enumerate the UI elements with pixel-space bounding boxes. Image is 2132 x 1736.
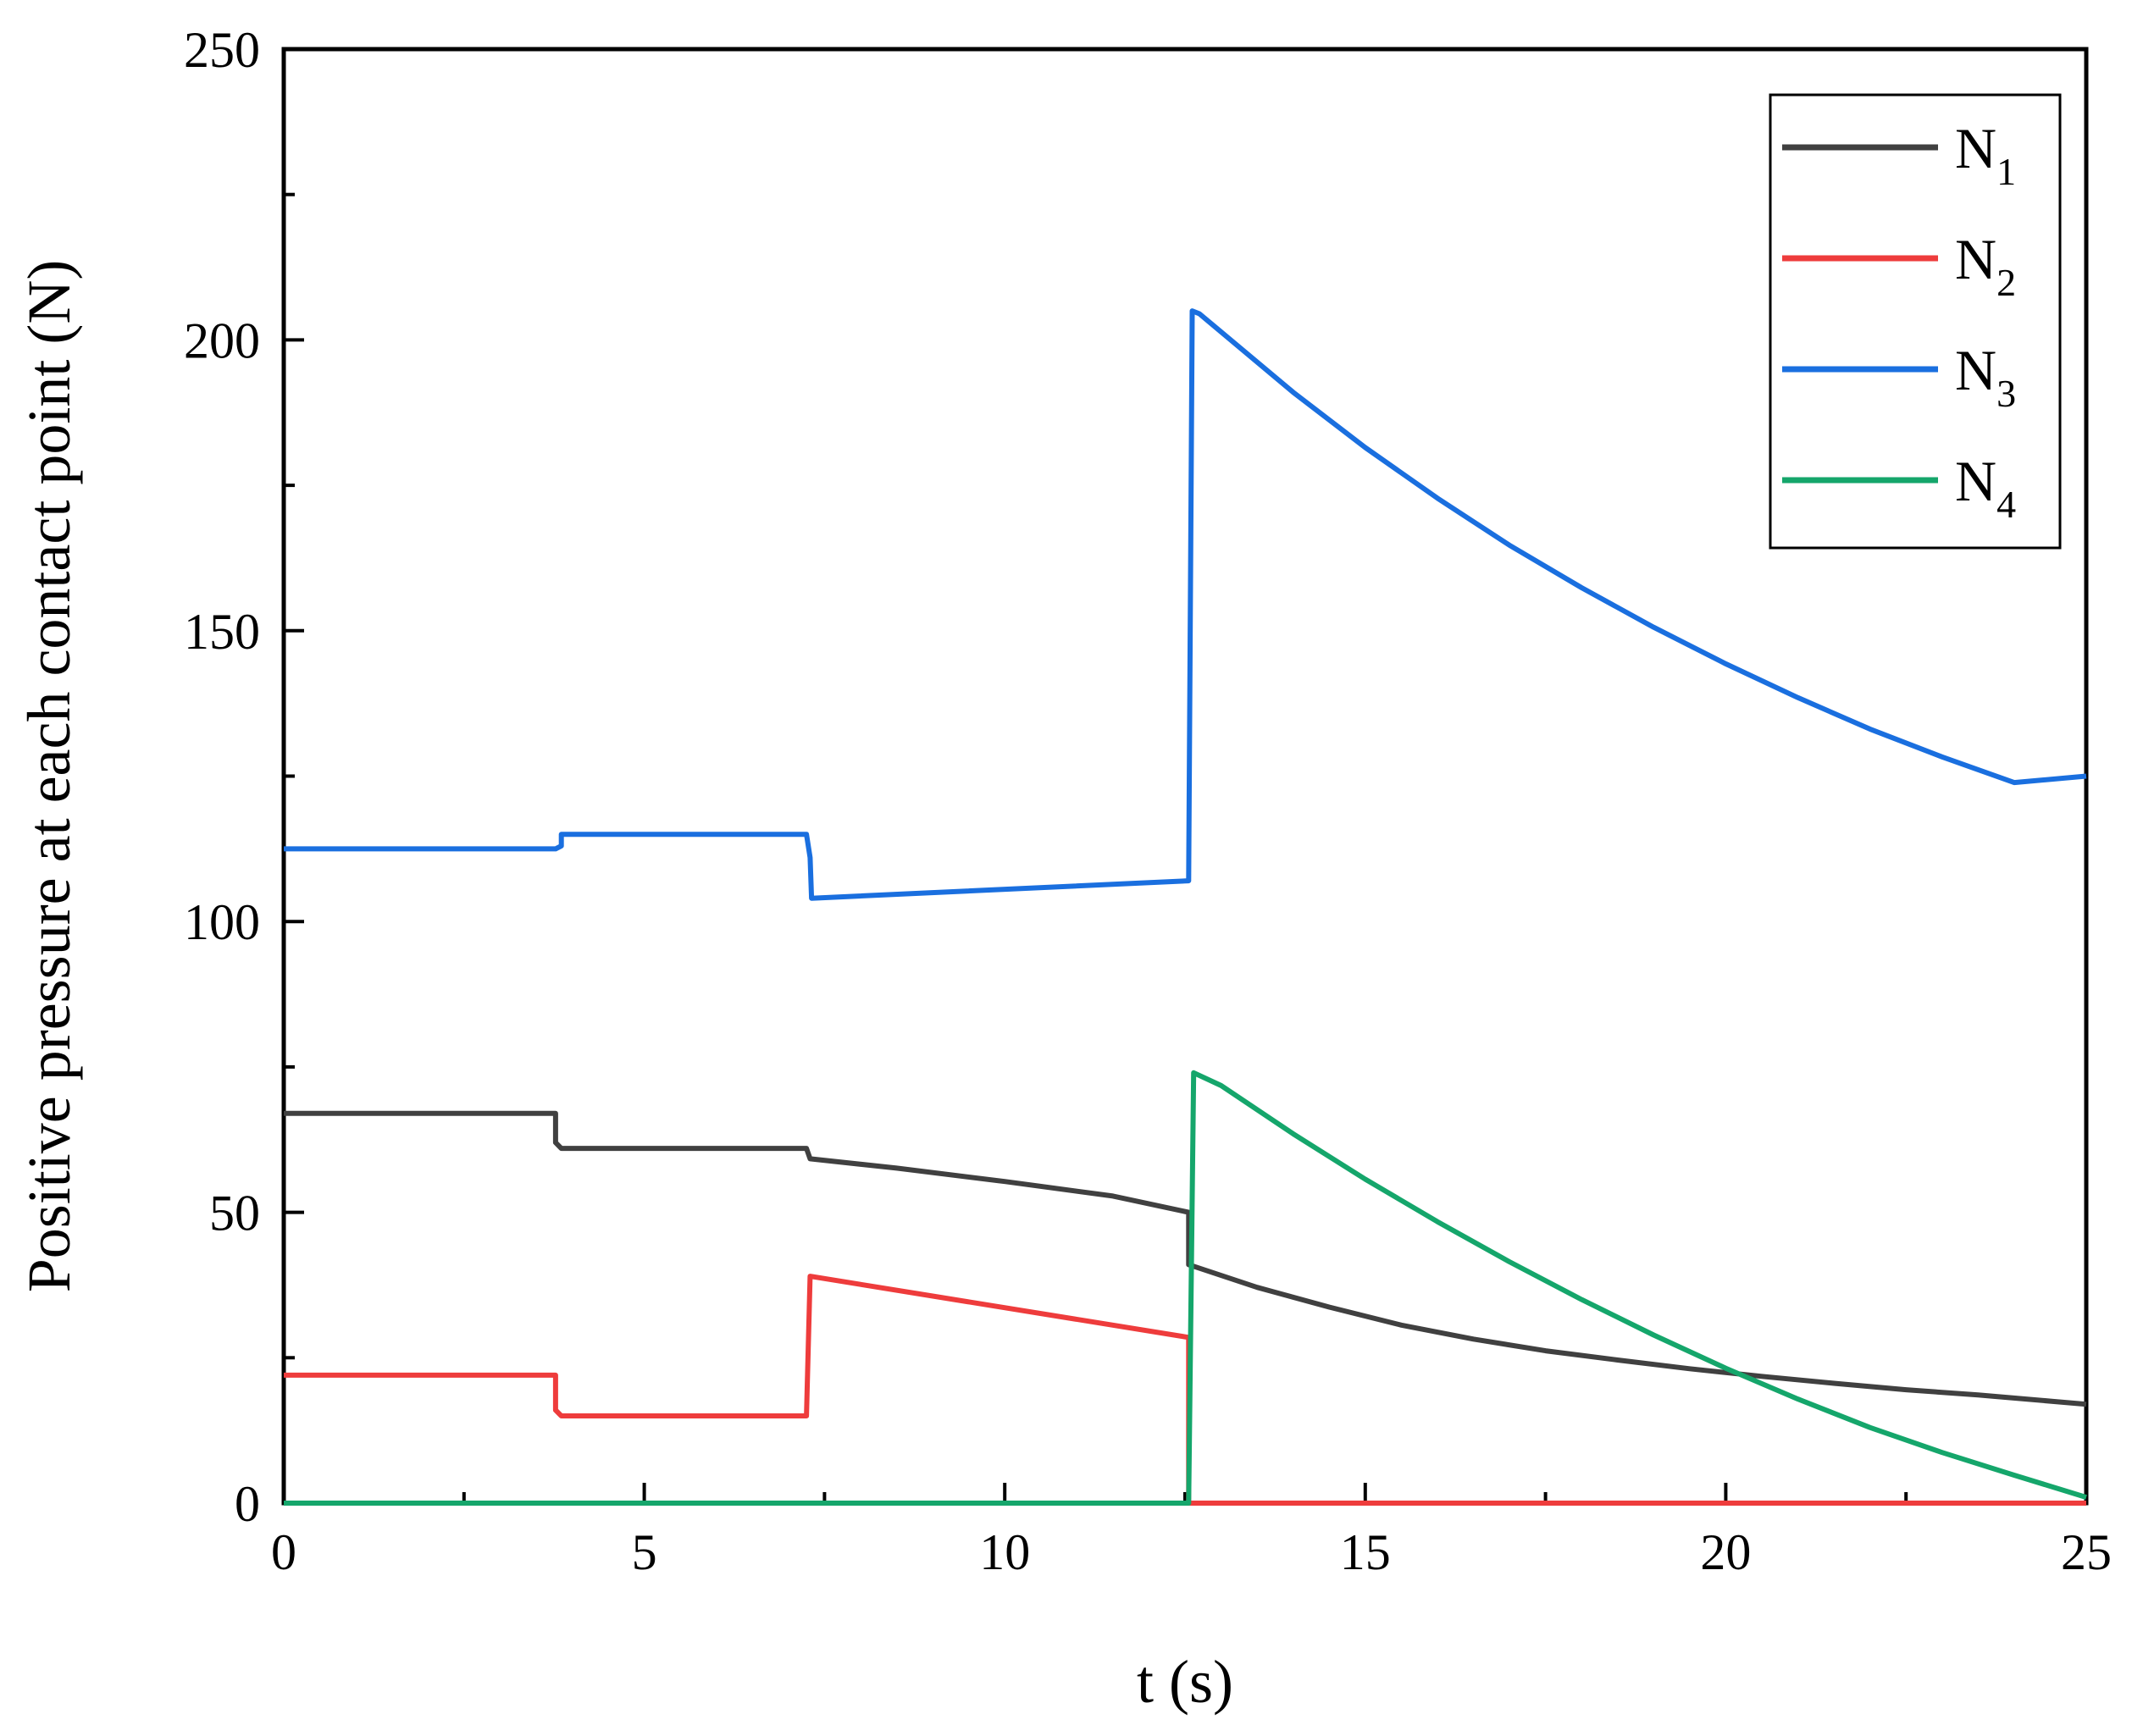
x-axis-title: t (s)	[1137, 1648, 1233, 1716]
y-tick-label: 0	[235, 1476, 260, 1532]
legend-box	[1769, 93, 2062, 550]
y-tick-label: 250	[184, 22, 260, 78]
x-tick-label: 10	[979, 1524, 1030, 1580]
x-tick-label: 0	[271, 1524, 296, 1580]
series-line-n1	[284, 1110, 2087, 1407]
x-tick-label: 20	[1700, 1524, 1751, 1580]
legend-label-n1: N1	[1955, 116, 2016, 193]
x-tick-label: 25	[2061, 1524, 2112, 1580]
y-tick-label: 50	[209, 1186, 260, 1241]
x-tick-label: 5	[632, 1524, 657, 1580]
y-tick-label: 200	[184, 312, 260, 368]
legend-label-n2: N2	[1955, 227, 2016, 304]
x-tick-label: 15	[1340, 1524, 1391, 1580]
y-tick-label: 100	[184, 894, 260, 950]
series-line-n3	[284, 308, 2087, 901]
legend: N1 N2 N3 N4	[1769, 93, 2062, 550]
legend-label-n4: N4	[1955, 449, 2016, 526]
y-tick-label: 150	[184, 604, 260, 660]
plot-series	[284, 308, 2087, 1506]
legend-label-n3: N3	[1955, 338, 2016, 415]
series-line-n2	[284, 1274, 2086, 1506]
series-line-n4	[284, 1070, 2087, 1506]
y-axis-title: Positive pressure at each contact point …	[15, 260, 83, 1293]
